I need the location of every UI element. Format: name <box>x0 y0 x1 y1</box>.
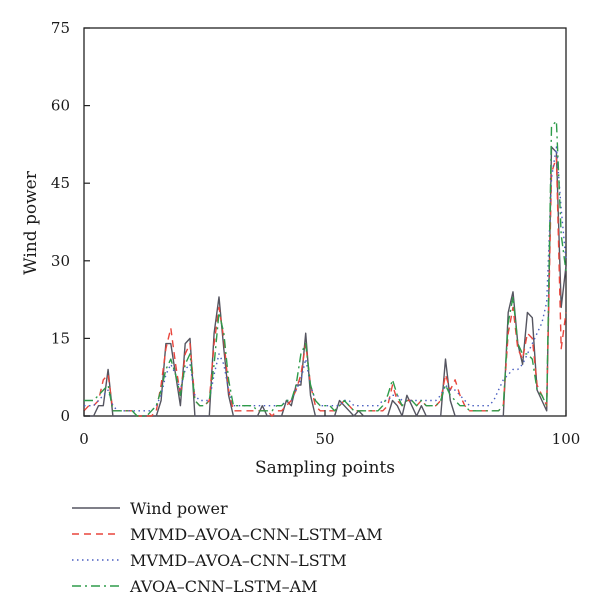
x-tick-label: 50 <box>315 430 334 448</box>
series-line-4 <box>84 120 567 417</box>
y-tick-label: 30 <box>51 252 70 270</box>
x-tick-label: 0 <box>79 430 89 448</box>
x-tick-label: 100 <box>552 430 581 448</box>
legend-label-2: MVMD–AVOA–CNN–LSTM–AM <box>130 525 383 544</box>
y-tick-label: 60 <box>51 97 70 115</box>
axes-layer: 0 15 30 45 60 75 0 50 100 <box>51 19 580 448</box>
legend-label-4: AVOA–CNN–LSTM–AM <box>129 577 318 596</box>
y-tick-label: 75 <box>51 19 70 37</box>
x-axis-title: Sampling points <box>255 458 395 478</box>
y-tick-label: 45 <box>51 174 70 192</box>
series-line-3 <box>84 146 567 412</box>
series-line-2 <box>83 156 567 417</box>
legend: Wind power MVMD–AVOA–CNN–LSTM–AM MVMD–AVOA… <box>72 499 383 596</box>
y-tick-label: 0 <box>60 407 70 425</box>
series-line-1 <box>84 146 567 417</box>
legend-label-1: Wind power <box>130 499 228 518</box>
y-axis-title: Wind power <box>21 170 41 275</box>
y-tick-label: 15 <box>51 329 70 347</box>
legend-label-3: MVMD–AVOA–CNN–LSTM <box>130 551 347 570</box>
plot-area <box>83 27 567 417</box>
plot-frame <box>83 27 567 417</box>
series-layer <box>83 120 567 417</box>
